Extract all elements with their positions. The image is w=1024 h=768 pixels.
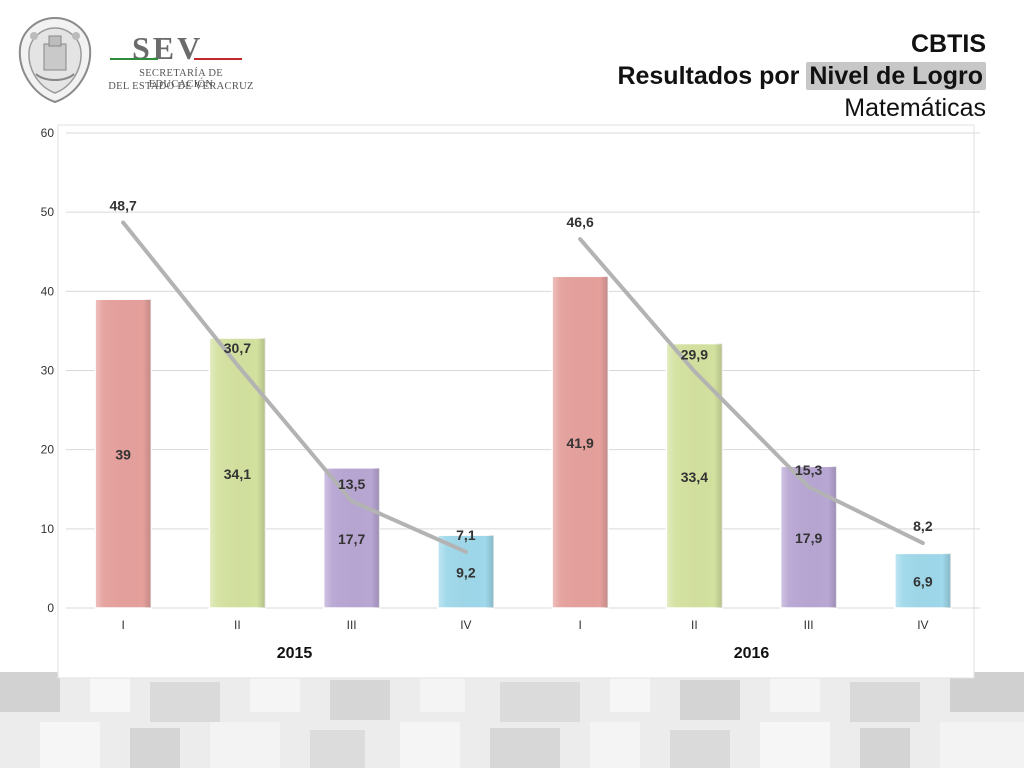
line-value-label: 29,9 <box>681 346 708 362</box>
bar-sheen <box>894 553 951 608</box>
red-rule <box>194 58 242 60</box>
bar-value-label: 33,4 <box>681 469 708 485</box>
x-tick-label: II <box>691 618 698 632</box>
sev-line-2: DEL ESTADO DE VERACRUZ <box>108 81 254 92</box>
y-tick-label: 20 <box>41 443 55 457</box>
sev-line-1: SECRETARÍA DE EDUCACIÓN <box>139 68 223 90</box>
trend-lines <box>121 220 925 554</box>
x-tick-label: I <box>578 618 581 632</box>
bar-sheen <box>552 276 609 608</box>
trend-line <box>121 220 468 554</box>
bar-value-label: 17,9 <box>795 530 822 546</box>
x-tick-label: IV <box>917 618 928 632</box>
y-tick-label: 0 <box>47 601 54 615</box>
trend-line <box>578 237 925 546</box>
line-value-label: 15,3 <box>795 462 822 478</box>
x-tick-label: I <box>121 618 124 632</box>
year-group-label: 2016 <box>734 645 770 662</box>
bar-value-label: 34,1 <box>224 466 251 482</box>
bars <box>94 275 952 609</box>
y-axis-ticks: 0 10 20 30 40 50 60 <box>41 126 55 615</box>
y-tick-label: 30 <box>41 364 55 378</box>
veracruz-seal-icon <box>18 16 92 104</box>
sev-wordmark: SEV <box>132 30 204 66</box>
line-value-label: 8,2 <box>913 518 933 534</box>
y-tick-label: 10 <box>41 522 55 536</box>
title-subject: Matemáticas <box>844 94 986 122</box>
green-rule <box>110 58 158 60</box>
title-institution: CBTIS <box>911 30 986 58</box>
bar-sheen <box>780 466 837 608</box>
y-tick-label: 60 <box>41 126 55 140</box>
title-results-prefix: Resultados por <box>617 62 807 90</box>
line-value-label: 46,6 <box>567 214 594 230</box>
line-value-label: 30,7 <box>224 340 251 356</box>
bar-value-label: 6,9 <box>913 574 933 590</box>
y-tick-label: 50 <box>41 205 55 219</box>
bar-sheen <box>323 467 380 608</box>
x-tick-label: III <box>347 618 357 632</box>
line-value-label: 48,7 <box>110 197 137 213</box>
y-tick-label: 40 <box>41 284 55 298</box>
title-results: Resultados por Nivel de Logro <box>617 60 986 92</box>
bar-value-label: 17,7 <box>338 531 365 547</box>
bar-value-label: 9,2 <box>456 565 476 581</box>
line-value-label: 7,1 <box>456 527 476 543</box>
x-tick-label: II <box>234 618 241 632</box>
bar-value-label: 41,9 <box>567 435 594 451</box>
bar-sheen <box>95 299 152 608</box>
x-tick-label: IV <box>460 618 471 632</box>
bar-value-label: 39 <box>115 447 131 463</box>
title-results-highlight: Nivel de Logro <box>806 62 986 90</box>
page-title: CBTIS Resultados por Nivel de Logro Mate… <box>617 28 986 124</box>
bar-sheen <box>437 535 494 608</box>
x-tick-label: III <box>804 618 814 632</box>
sev-logo-text: SEV SECRETARÍA DE EDUCACIÓN DEL ESTADO D… <box>106 14 256 106</box>
data-labels: 39 48,7 34,1 30,7 17,7 13,5 9,2 7,1 41,9 46,6 33,4… <box>110 197 933 589</box>
line-value-label: 13,5 <box>338 476 365 492</box>
footer-band <box>0 672 1024 768</box>
year-group-label: 2015 <box>277 645 313 662</box>
bar-sheen <box>209 338 266 608</box>
sev-logo: SEV SECRETARÍA DE EDUCACIÓN DEL ESTADO D… <box>14 14 254 106</box>
